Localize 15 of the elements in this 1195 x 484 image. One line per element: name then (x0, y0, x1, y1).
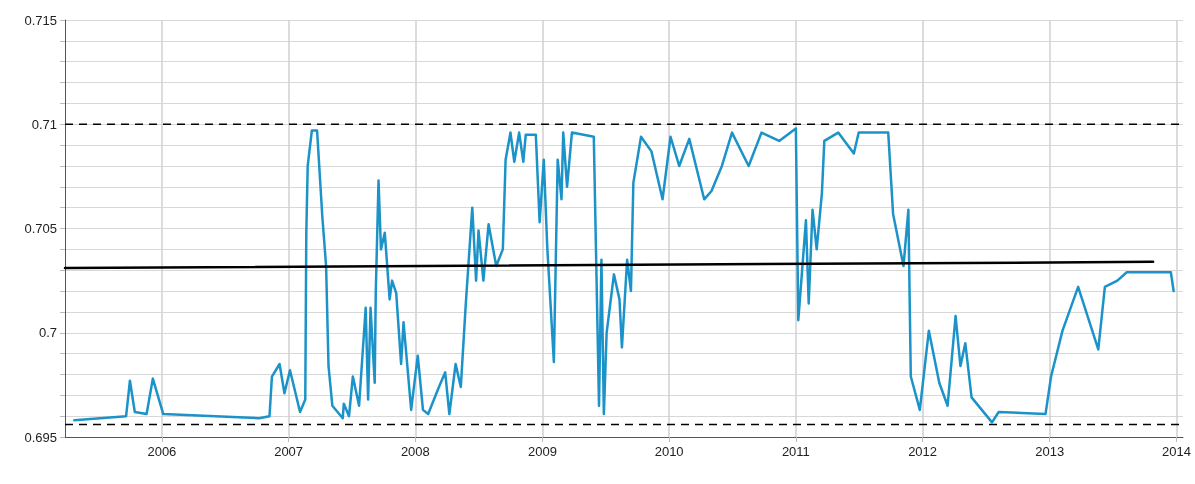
x-tick-label: 2011 (781, 444, 810, 459)
x-tick-label: 2014 (1161, 444, 1191, 459)
y-tick-label: 0.715 (24, 12, 57, 28)
x-tick-label: 2007 (274, 444, 304, 459)
x-tick-label: 2009 (527, 444, 557, 459)
x-tick-label: 2012 (908, 444, 938, 459)
y-tick-label: 0.71 (31, 116, 57, 132)
y-tick-label: 0.7 (38, 325, 57, 341)
y-tick-label: 0.705 (24, 221, 57, 236)
x-tick-label: 2013 (1035, 444, 1065, 459)
x-tick-label: 2008 (400, 444, 430, 459)
x-tick-label: 2006 (147, 444, 177, 459)
line-series (73, 127, 1175, 424)
x-tick-label: 2010 (654, 444, 684, 459)
y-tick-label: 0.695 (24, 429, 57, 445)
